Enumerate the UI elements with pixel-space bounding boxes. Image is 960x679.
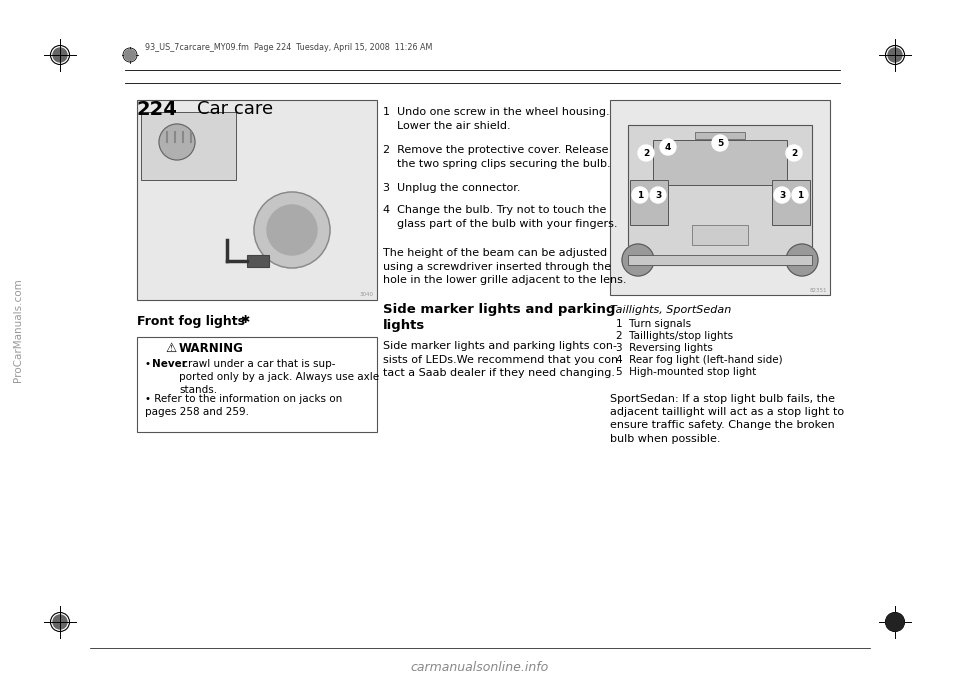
Circle shape <box>125 50 135 60</box>
Text: 224: 224 <box>137 100 178 119</box>
Circle shape <box>254 192 330 268</box>
Text: Front fog lights: Front fog lights <box>137 315 250 328</box>
Text: 2: 2 <box>643 149 649 158</box>
Circle shape <box>792 187 808 203</box>
Circle shape <box>786 145 802 161</box>
Circle shape <box>888 48 902 62</box>
Circle shape <box>638 145 654 161</box>
Bar <box>610 100 830 295</box>
Text: SportSedan: If a stop light bulb fails, the
adjacent taillight will act as a sto: SportSedan: If a stop light bulb fails, … <box>610 394 844 443</box>
Text: 3: 3 <box>655 191 661 200</box>
Text: 1: 1 <box>636 191 643 200</box>
Circle shape <box>888 615 902 629</box>
Text: Side marker lights and parking lights con-
sists of LEDs.We recommend that you c: Side marker lights and parking lights co… <box>383 341 622 378</box>
Text: 5  High-mounted stop light: 5 High-mounted stop light <box>616 367 756 377</box>
Text: ✱: ✱ <box>240 315 250 325</box>
Text: Side marker lights and parking
lights: Side marker lights and parking lights <box>383 303 615 331</box>
Circle shape <box>774 187 790 203</box>
Text: The height of the beam can be adjusted
using a screwdriver inserted through the
: The height of the beam can be adjusted u… <box>383 248 627 285</box>
Bar <box>653 140 787 185</box>
Bar <box>628 255 812 265</box>
Text: crawl under a car that is sup-
ported only by a jack. Always use axle
stands.: crawl under a car that is sup- ported on… <box>179 359 379 395</box>
Bar <box>137 337 377 432</box>
Text: Never: Never <box>152 359 187 369</box>
Bar <box>695 132 745 139</box>
Circle shape <box>267 205 317 255</box>
Circle shape <box>886 613 904 631</box>
Bar <box>141 112 236 180</box>
Bar <box>630 180 668 225</box>
Bar <box>137 100 377 300</box>
Text: 1: 1 <box>797 191 804 200</box>
Bar <box>628 125 812 265</box>
Text: WARNING: WARNING <box>179 342 244 355</box>
Bar <box>692 225 748 245</box>
Text: • Refer to the information on jacks on
pages 258 and 259.: • Refer to the information on jacks on p… <box>145 394 343 417</box>
Text: carmanualsonline.info: carmanualsonline.info <box>411 661 549 674</box>
Text: 5: 5 <box>717 139 723 147</box>
Circle shape <box>53 48 67 62</box>
Text: 2  Remove the protective cover. Release
    the two spring clips securing the bu: 2 Remove the protective cover. Release t… <box>383 145 611 168</box>
Text: 1  Turn signals: 1 Turn signals <box>616 319 691 329</box>
Text: 3040: 3040 <box>360 292 374 297</box>
Text: 3: 3 <box>779 191 785 200</box>
Circle shape <box>159 124 195 160</box>
Text: ⚠: ⚠ <box>165 342 177 355</box>
Circle shape <box>632 187 648 203</box>
Text: 93_US_7carcare_MY09.fm  Page 224  Tuesday, April 15, 2008  11:26 AM: 93_US_7carcare_MY09.fm Page 224 Tuesday,… <box>145 43 432 52</box>
Text: ProCarManuals.com: ProCarManuals.com <box>13 278 23 382</box>
Text: 3  Reversing lights: 3 Reversing lights <box>616 343 713 353</box>
Text: 2  Taillights/stop lights: 2 Taillights/stop lights <box>616 331 733 341</box>
Text: 1  Undo one screw in the wheel housing.
    Lower the air shield.: 1 Undo one screw in the wheel housing. L… <box>383 107 610 130</box>
Text: 4: 4 <box>665 143 671 151</box>
Text: •: • <box>145 359 155 369</box>
Circle shape <box>660 139 676 155</box>
Text: 4  Change the bulb. Try not to touch the
    glass part of the bulb with your fi: 4 Change the bulb. Try not to touch the … <box>383 205 617 229</box>
Text: Car care: Car care <box>197 100 274 118</box>
Circle shape <box>650 187 666 203</box>
Text: 2: 2 <box>791 149 797 158</box>
Circle shape <box>622 244 654 276</box>
Circle shape <box>712 135 728 151</box>
Bar <box>772 180 810 225</box>
Text: 82351: 82351 <box>809 288 827 293</box>
Text: 3  Unplug the connector.: 3 Unplug the connector. <box>383 183 520 193</box>
Circle shape <box>786 244 818 276</box>
Circle shape <box>53 615 67 629</box>
Text: Taillights, SportSedan: Taillights, SportSedan <box>610 305 732 315</box>
Text: 4  Rear fog light (left-hand side): 4 Rear fog light (left-hand side) <box>616 355 782 365</box>
Bar <box>247 255 269 267</box>
